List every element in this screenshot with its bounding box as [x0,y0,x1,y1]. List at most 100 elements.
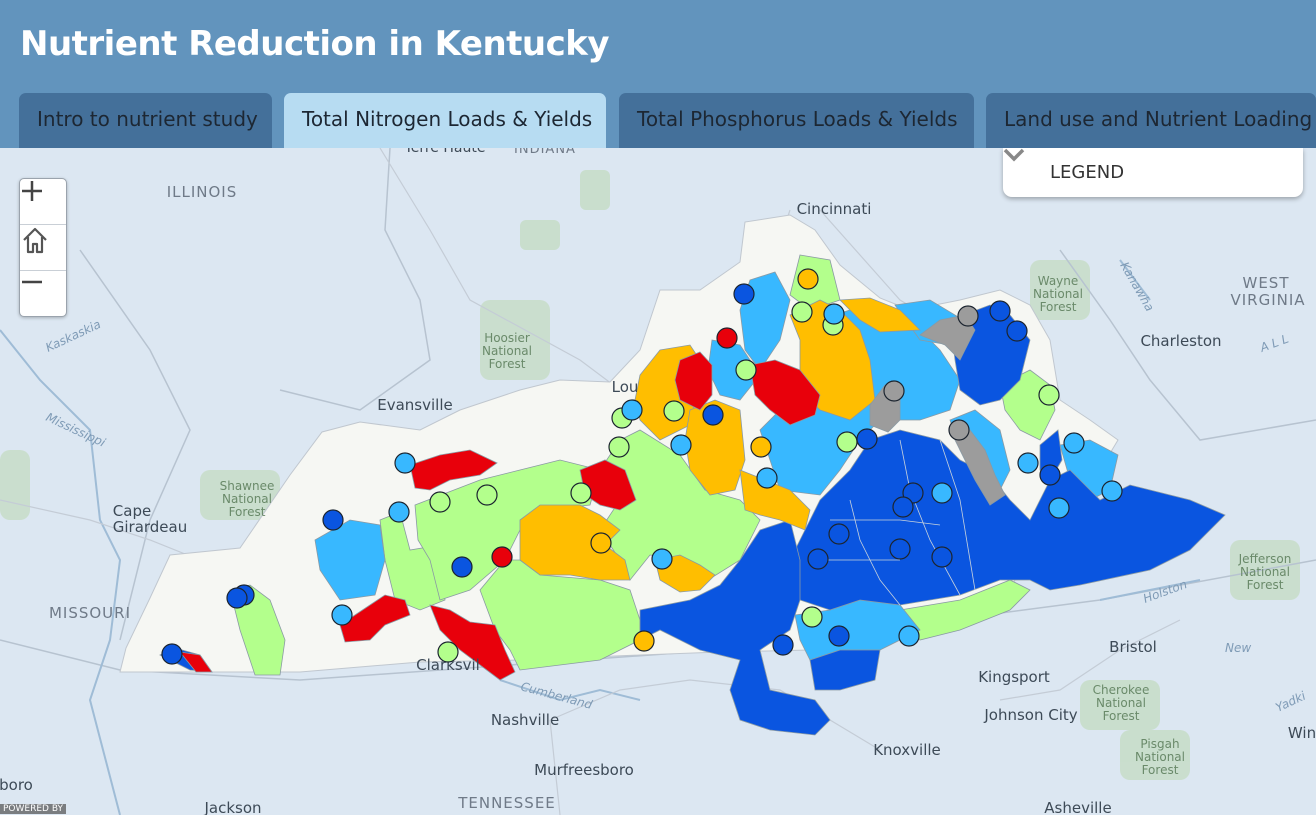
site-marker[interactable] [491,546,513,568]
site-marker[interactable] [791,301,813,323]
legend-toggle[interactable]: LEGEND [1003,148,1303,197]
site-marker[interactable] [931,546,953,568]
label-wayne-forest: Wayne National Forest [1033,274,1083,314]
site-marker[interactable] [801,606,823,628]
label-asheville: Asheville [1044,799,1111,815]
tab-land-use[interactable]: Land use and Nutrient Loading [986,93,1316,148]
site-marker[interactable] [331,604,353,626]
site-marker[interactable] [476,484,498,506]
site-marker[interactable] [856,428,878,450]
site-marker[interactable] [451,556,473,578]
site-marker[interactable] [948,419,970,441]
label-holston: Holston [1141,577,1189,606]
label-jackson: Jackson [203,799,261,815]
label-nashville: Nashville [491,711,559,729]
site-marker[interactable] [931,482,953,504]
label-hoosier-forest: Hoosier National Forest [482,331,532,371]
label-clarksville: Clarksvil [416,656,480,674]
site-marker[interactable] [322,509,344,531]
label-louisville: Lou [612,378,639,396]
label-kaskaskia: Kaskaskia [43,317,103,355]
label-jefferson-forest: Jefferson National Forest [1238,552,1292,592]
map-canvas[interactable]: ILLINOIS INDIANA MISSOURI WEST VIRGINIA T… [0,148,1316,815]
watersheds-medium [229,254,1056,676]
site-marker[interactable] [889,538,911,560]
page-title: Nutrient Reduction in Kentucky [20,24,610,64]
basemap-labels: ILLINOIS INDIANA MISSOURI WEST VIRGINIA T… [49,148,1305,812]
zoom-in-button[interactable] [20,179,66,225]
site-marker[interactable] [570,482,592,504]
site-marker[interactable] [1006,320,1028,342]
site-marker[interactable] [989,300,1011,322]
label-cincinnati: Cincinnati [797,200,872,218]
site-marker[interactable] [608,436,630,458]
site-marker[interactable] [226,587,248,609]
site-marker[interactable] [388,501,410,523]
tab-phosphorus[interactable]: Total Phosphorus Loads & Yields [619,93,974,148]
site-marker[interactable] [437,641,459,663]
site-marker[interactable] [1038,384,1060,406]
site-marker[interactable] [756,467,778,489]
site-marker[interactable] [828,523,850,545]
label-boro: boro [0,776,33,794]
label-cherokee-forest: Cherokee National Forest [1093,683,1150,723]
label-bristol: Bristol [1109,638,1157,656]
site-marker[interactable] [797,268,819,290]
site-marker[interactable] [716,327,738,349]
map-view[interactable]: ILLINOIS INDIANA MISSOURI WEST VIRGINIA T… [0,148,1316,815]
site-marker[interactable] [750,436,772,458]
site-marker[interactable] [702,404,724,426]
label-pisgah-forest: Pisgah National Forest [1135,737,1185,777]
watersheds-very-high [179,351,821,681]
site-marker[interactable] [772,634,794,656]
site-marker[interactable] [957,305,979,327]
watersheds-high [519,297,921,593]
sub-basin-lines [820,439,976,606]
tab-bar: Intro to nutrient study Total Nitrogen L… [0,93,1316,148]
site-marker[interactable] [651,548,673,570]
label-indiana: INDIANA [514,148,576,157]
label-win: Win [1288,724,1316,742]
label-all: A L L [1257,332,1290,355]
site-marker[interactable] [1063,432,1085,454]
site-marker[interactable] [828,625,850,647]
site-marker[interactable] [898,625,920,647]
tab-intro[interactable]: Intro to nutrient study [19,93,272,148]
label-new: New [1225,641,1251,655]
site-marker[interactable] [1048,497,1070,519]
label-terre-haute: Terre Haute [404,148,486,156]
label-knoxville: Knoxville [873,741,941,759]
forest-areas [0,170,1300,780]
site-marker[interactable] [823,303,845,325]
site-marker[interactable] [1039,464,1061,486]
app-header: Nutrient Reduction in Kentucky Intro to … [0,0,1316,148]
site-marker[interactable] [892,496,914,518]
home-button[interactable] [20,225,66,271]
site-marker[interactable] [735,359,757,381]
site-marker[interactable] [663,400,685,422]
tab-nitrogen[interactable]: Total Nitrogen Loads & Yields [284,93,606,148]
city-labels: Terre Haute Cincinnati Evansville Lou Ch… [0,148,1316,815]
site-marker[interactable] [836,431,858,453]
site-marker[interactable] [633,630,655,652]
site-marker[interactable] [670,434,692,456]
site-marker[interactable] [883,380,905,402]
label-illinois: ILLINOIS [167,183,238,201]
site-marker[interactable] [590,532,612,554]
label-charleston: Charleston [1140,332,1221,350]
zoom-controls [19,178,67,317]
legend-label: LEGEND [1050,162,1125,183]
minus-icon [22,280,42,284]
site-marker[interactable] [429,491,451,513]
site-marker[interactable] [1017,452,1039,474]
site-marker[interactable] [807,548,829,570]
home-icon [23,227,47,254]
label-murfreesboro: Murfreesboro [534,761,634,779]
site-marker[interactable] [161,643,183,665]
site-marker[interactable] [621,399,643,421]
zoom-out-button[interactable] [20,270,66,315]
site-marker[interactable] [733,283,755,305]
site-marker[interactable] [1101,480,1123,502]
monitoring-sites[interactable] [161,268,1123,665]
site-marker[interactable] [394,452,416,474]
